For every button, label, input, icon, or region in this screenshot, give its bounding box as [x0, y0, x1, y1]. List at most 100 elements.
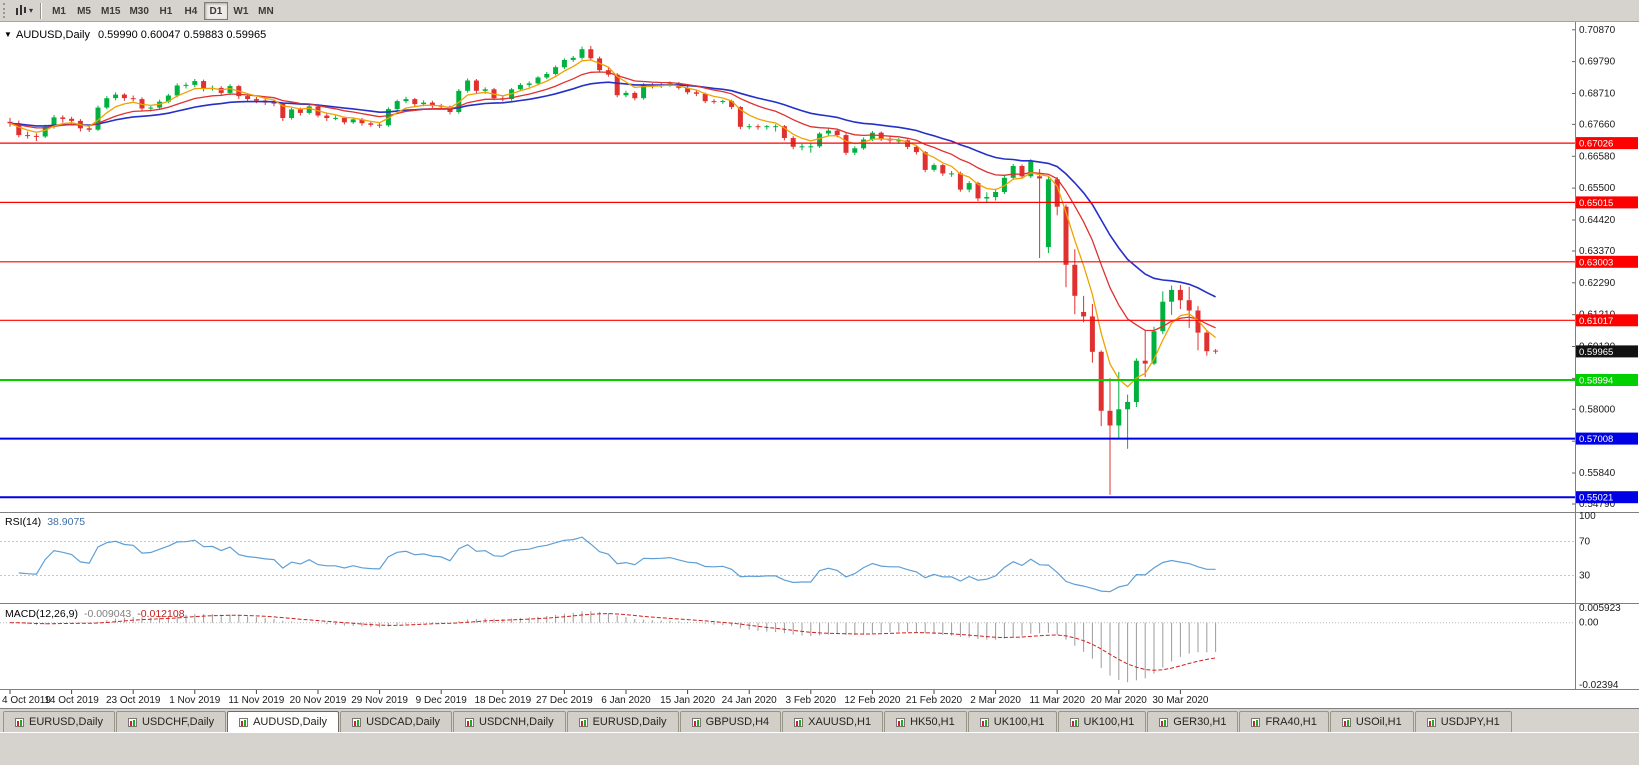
candlestick-chart-icon	[14, 4, 27, 17]
tab-label: HK50,H1	[910, 716, 955, 728]
macd-label: MACD(12,26,9) -0.009043 -0.012108	[5, 608, 185, 620]
tab-eurusd-daily[interactable]: EURUSD,Daily	[3, 711, 115, 732]
top-toolbar: ▾ M1 M5 M15 M30 H1 H4 D1 W1 MN	[0, 0, 1639, 22]
tab-eurusd-daily[interactable]: EURUSD,Daily	[566, 711, 679, 732]
timeframe-button-mn[interactable]: MN	[258, 5, 274, 17]
svg-text:0.61017: 0.61017	[1579, 316, 1613, 327]
svg-text:0.67660: 0.67660	[1579, 119, 1616, 130]
tab-label: USDCAD,Daily	[366, 716, 441, 728]
svg-text:70: 70	[1579, 537, 1591, 548]
chart-window[interactable]: 100 70 30 0.005923 0.00 -0.02394 0.70870 0.69…	[0, 22, 1639, 708]
svg-text:30: 30	[1579, 571, 1591, 582]
timeframe-button-m1[interactable]: M1	[52, 5, 66, 17]
toolbar-grip[interactable]	[3, 3, 7, 18]
svg-text:0.62290: 0.62290	[1579, 278, 1616, 289]
macd-signal-value: -0.012108	[137, 608, 184, 620]
svg-text:0.58994: 0.58994	[1579, 376, 1613, 387]
tab-usdcad-daily[interactable]: USDCAD,Daily	[340, 711, 453, 732]
rsi-value: 38.9075	[47, 516, 85, 528]
svg-text:0.005923: 0.005923	[1579, 603, 1621, 614]
svg-text:18 Dec 2019: 18 Dec 2019	[474, 695, 531, 706]
svg-text:0.69790: 0.69790	[1579, 57, 1616, 68]
svg-text:29 Nov 2019: 29 Nov 2019	[351, 695, 408, 706]
macd-panel: 0.005923 0.00 -0.02394	[0, 603, 1621, 691]
svg-text:11 Nov 2019: 11 Nov 2019	[228, 695, 284, 706]
timeframe-button-d1[interactable]: D1	[203, 1, 228, 20]
timeframe-button-m5[interactable]: M5	[77, 5, 91, 17]
timeframe-button-w1[interactable]: W1	[233, 5, 249, 17]
timeframe-button-m30[interactable]: M30	[129, 5, 149, 17]
tab-label: USOil,H1	[1355, 716, 1402, 728]
tab-label: USDCNH,Daily	[479, 716, 554, 728]
panel-separators	[0, 22, 1639, 690]
chevron-down-icon: ▾	[29, 5, 34, 15]
svg-text:0.67026: 0.67026	[1579, 139, 1613, 150]
chart-tab-bar: EURUSD,Daily USDCHF,Daily AUDUSD,Daily USDC…	[0, 708, 1639, 732]
moving-average-lines	[9, 59, 1217, 388]
mini-chart-icon	[1069, 717, 1079, 727]
tab-label: AUDUSD,Daily	[253, 716, 328, 728]
timeframe-button-h1[interactable]: H1	[159, 5, 173, 17]
svg-text:3 Feb 2020: 3 Feb 2020	[785, 695, 836, 706]
svg-text:0.00: 0.00	[1579, 618, 1599, 629]
tab-uk100-h1[interactable]: UK100,H1	[1057, 711, 1147, 732]
tab-hk50-h1[interactable]: HK50,H1	[884, 711, 967, 732]
tab-xauusd-h1[interactable]: XAUUSD,H1	[782, 711, 884, 732]
svg-text:0.65015: 0.65015	[1579, 198, 1613, 209]
svg-text:0.57008: 0.57008	[1579, 434, 1613, 445]
tab-uk100-h1[interactable]: UK100,H1	[967, 711, 1057, 732]
svg-text:6 Jan 2020: 6 Jan 2020	[601, 695, 651, 706]
tab-label: UK100,H1	[1083, 716, 1135, 728]
tab-usdcnh-daily[interactable]: USDCNH,Daily	[453, 711, 566, 732]
tab-usdchf-daily[interactable]: USDCHF,Daily	[115, 711, 227, 732]
chart-type-button[interactable]: ▾	[11, 2, 36, 20]
svg-text:4 Oct 2019: 4 Oct 2019	[2, 695, 51, 706]
timeframe-button-m15[interactable]: M15	[101, 5, 121, 17]
tab-usoil-h1[interactable]: USOil,H1	[1329, 711, 1414, 732]
tab-fra40-h1[interactable]: FRA40,H1	[1239, 711, 1329, 732]
svg-text:1 Nov 2019: 1 Nov 2019	[169, 695, 221, 706]
chart-title: AUDUSD,Daily 0.59990 0.60047 0.59883 0.59…	[16, 29, 266, 41]
tab-label: USDJPY,H1	[1440, 716, 1500, 728]
mini-chart-icon	[127, 717, 137, 727]
tab-label: EURUSD,Daily	[592, 716, 667, 728]
svg-text:20 Nov 2019: 20 Nov 2019	[290, 695, 347, 706]
toolbar-separator	[40, 2, 42, 19]
mini-chart-icon	[1341, 717, 1351, 727]
mini-chart-icon	[15, 717, 24, 727]
mini-chart-icon	[979, 717, 989, 727]
svg-text:0.63370: 0.63370	[1579, 246, 1616, 257]
rsi-panel: 100 70 30	[0, 511, 1596, 593]
tab-label: GER30,H1	[1173, 716, 1227, 728]
timeframe-toolbar: M1 M5 M15 M30 H1 H4 D1 W1 MN	[47, 1, 278, 20]
timeframe-button-h4[interactable]: H4	[184, 5, 198, 17]
tab-ger30-h1[interactable]: GER30,H1	[1147, 711, 1239, 732]
svg-text:0.68710: 0.68710	[1579, 89, 1616, 100]
price-chart[interactable]: 100 70 30 0.005923 0.00 -0.02394 0.70870 0.69…	[0, 22, 1639, 708]
rsi-label: RSI(14) 38.9075	[5, 516, 85, 528]
svg-text:0.63003: 0.63003	[1579, 257, 1613, 268]
svg-text:9 Dec 2019: 9 Dec 2019	[416, 695, 468, 706]
svg-text:0.64420: 0.64420	[1579, 215, 1616, 226]
macd-value: -0.009043	[84, 608, 131, 620]
svg-text:0.66580: 0.66580	[1579, 151, 1616, 162]
tab-label: XAUUSD,H1	[808, 716, 872, 728]
svg-text:2 Mar 2020: 2 Mar 2020	[970, 695, 1021, 706]
svg-text:-0.02394: -0.02394	[1579, 680, 1619, 691]
svg-text:0.70870: 0.70870	[1579, 25, 1616, 36]
svg-text:0.65500: 0.65500	[1579, 183, 1616, 194]
tab-usdjpy-h1[interactable]: USDJPY,H1	[1414, 711, 1512, 732]
svg-text:0.58000: 0.58000	[1579, 404, 1616, 415]
svg-text:27 Dec 2019: 27 Dec 2019	[536, 695, 593, 706]
chart-ohlc-values: 0.59990 0.60047 0.59883 0.59965	[98, 29, 266, 41]
svg-text:21 Feb 2020: 21 Feb 2020	[906, 695, 963, 706]
mini-chart-icon	[1251, 717, 1261, 727]
tab-audusd-daily[interactable]: AUDUSD,Daily	[227, 711, 340, 732]
svg-text:0.55021: 0.55021	[1579, 493, 1613, 504]
horizontal-level-lines[interactable]	[0, 142, 1575, 499]
tab-gbpusd-h4[interactable]: GBPUSD,H4	[679, 711, 782, 732]
tab-label: USDCHF,Daily	[141, 716, 215, 728]
tab-label: UK100,H1	[993, 716, 1045, 728]
collapse-arrow-icon[interactable]: ▼	[4, 30, 12, 39]
